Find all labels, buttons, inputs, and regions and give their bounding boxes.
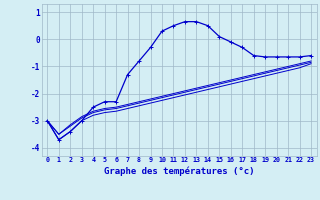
X-axis label: Graphe des températures (°c): Graphe des températures (°c) xyxy=(104,166,254,176)
